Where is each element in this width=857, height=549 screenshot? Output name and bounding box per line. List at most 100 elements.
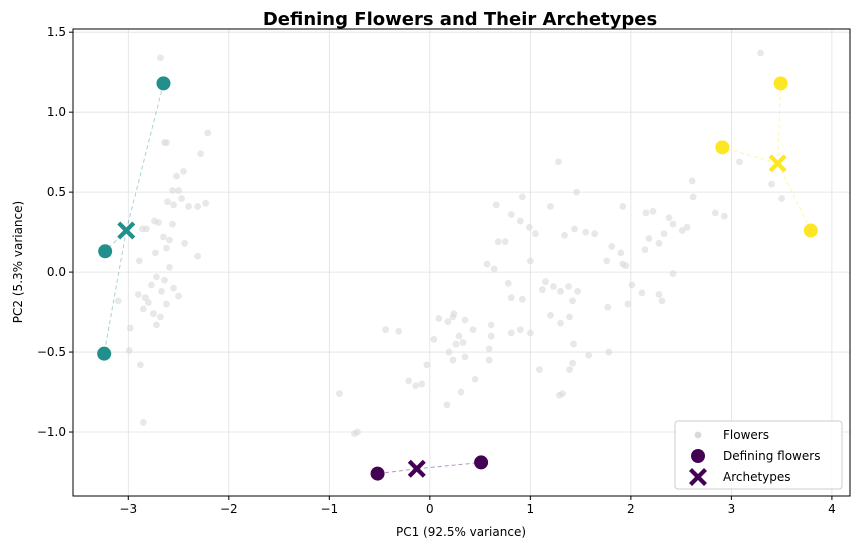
flower-point [571, 225, 578, 233]
flower-point [550, 283, 557, 290]
y-tick-label: −1.0 [37, 425, 66, 439]
flower-point [395, 327, 403, 335]
flower-point [180, 167, 187, 175]
legend: Flowers Defining flowers Archetypes [674, 420, 843, 490]
x-tick-label: 3 [728, 502, 736, 516]
flower-point [603, 257, 611, 265]
flower-point [455, 332, 463, 340]
flower-point [778, 195, 786, 202]
grid [73, 29, 850, 496]
flower-point [166, 236, 173, 244]
archetype-marker [407, 459, 426, 478]
flower-point [435, 315, 443, 322]
flower-point [539, 286, 546, 294]
connector-line [125, 83, 164, 231]
flower-point [135, 257, 143, 265]
flower-point [516, 217, 524, 225]
flower-point [382, 326, 390, 334]
flower-point [469, 326, 477, 334]
defining-flower-point [715, 140, 730, 155]
flower-point [483, 260, 491, 268]
flower-point [160, 233, 167, 241]
flower-point [658, 297, 666, 305]
flower-point [450, 310, 458, 318]
flower-point [185, 203, 192, 210]
flower-point [166, 263, 173, 271]
flower-point [688, 177, 696, 185]
flower-point [423, 361, 431, 369]
flower-point [608, 243, 616, 250]
connector-lines [103, 83, 812, 475]
flower-point [585, 351, 593, 359]
flower-point [161, 276, 168, 284]
flower-point [504, 279, 512, 287]
flower-point [591, 230, 599, 238]
x-tick-label: 4 [828, 502, 836, 516]
flower-point [531, 230, 539, 238]
legend-label: Archetypes [723, 470, 791, 484]
defining-flower-point [156, 76, 171, 91]
flower-point [153, 273, 160, 281]
flower-point [582, 228, 590, 236]
legend-defining-marker [691, 449, 705, 463]
flower-point [461, 353, 469, 361]
flower-point [655, 239, 663, 247]
defining-flower-point [773, 76, 788, 91]
x-tick-label: 1 [527, 502, 535, 516]
flower-point [138, 225, 146, 233]
flower-point [178, 195, 185, 202]
archetype-marker [117, 221, 136, 240]
flower-point [126, 324, 134, 332]
flower-point [461, 316, 469, 324]
plot-frame [72, 28, 851, 497]
flower-point [547, 203, 554, 210]
flower-point [170, 201, 177, 209]
flower-point [711, 209, 719, 217]
y-tick-label: −0.5 [37, 345, 66, 359]
flower-point [507, 294, 515, 302]
connector-line [777, 83, 782, 164]
flower-point [494, 238, 502, 246]
flower-point [492, 201, 500, 209]
flower-point [125, 347, 133, 354]
flower-point [768, 180, 775, 188]
flower-point [157, 313, 164, 321]
flower-point [197, 150, 205, 158]
flower-point [114, 297, 122, 305]
flower-point [736, 158, 743, 166]
y-tick-label: 0.0 [47, 265, 66, 279]
flower-point [604, 303, 612, 311]
flower-point [507, 211, 515, 218]
flower-point [155, 219, 162, 226]
flower-point [152, 249, 159, 257]
flower-point [547, 311, 554, 319]
flower-point [619, 203, 627, 210]
flower-point [518, 193, 526, 201]
flower-point [569, 359, 576, 367]
flower-point [163, 244, 170, 252]
flower-point [148, 281, 155, 289]
flower-point [157, 54, 164, 62]
flower-point [689, 193, 697, 201]
flower-point [471, 375, 479, 383]
flower-point [566, 366, 573, 374]
flower-point [204, 129, 212, 137]
flower-point [655, 291, 663, 298]
flower-point [169, 187, 176, 194]
flower-point [459, 339, 467, 346]
axis-ticks: −3 −2 −1 0 1 2 3 4 −1.0 −0.5 0.0 0.5 1.0 1.5 [37, 25, 836, 516]
x-axis-label: PC1 (92.5% variance) [396, 525, 526, 539]
x-tick-label: −2 [220, 502, 238, 516]
x-tick-label: 0 [426, 502, 434, 516]
flower-point [158, 287, 165, 295]
flower-point [566, 313, 573, 321]
flower-point [678, 227, 686, 234]
defining-flower-point [98, 244, 113, 259]
flower-point [144, 299, 152, 306]
flower-point [485, 356, 493, 364]
flower-point [518, 295, 526, 303]
flower-point [452, 340, 460, 348]
flower-point [412, 382, 420, 390]
flower-point [490, 265, 498, 273]
flower-point [557, 319, 564, 327]
